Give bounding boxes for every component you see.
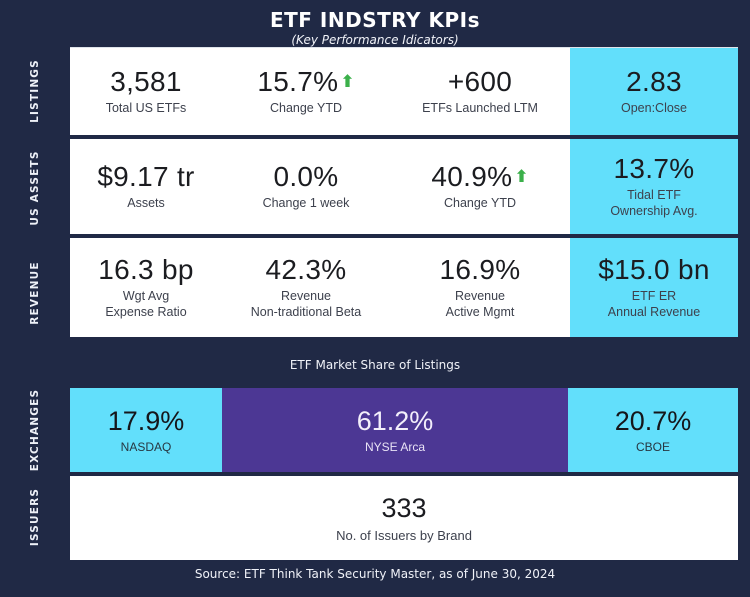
kpi-label: Open:Close: [620, 101, 687, 116]
kpi-cell-assets: $9.17 tr Assets: [70, 139, 222, 234]
kpi-cell-tidal-etf-ownership: 13.7% Tidal ETF Ownership Avg.: [570, 139, 738, 234]
segment-value: 20.7%: [614, 406, 692, 436]
kpi-cell-etfs-launched-ltm: +600 ETFs Launched LTM: [390, 48, 570, 135]
kpi-label: Change YTD: [269, 101, 343, 116]
share-segment-nasdaq: 17.9% NASDAQ: [70, 388, 222, 472]
share-segment-cboe: 20.7% CBOE: [568, 388, 738, 472]
issuers-value: 333: [381, 493, 427, 523]
kpi-value: +600: [447, 66, 513, 98]
kpi-value: 40.9%: [431, 161, 513, 193]
market-share-bar: 17.9% NASDAQ 61.2% NYSE Arca 20.7% CBOE: [70, 388, 738, 472]
kpi-table: 3,581 Total US ETFs 15.7% ⬆ Change YTD +…: [70, 47, 738, 337]
kpi-value: 16.9%: [439, 254, 521, 286]
kpi-label: Total US ETFs: [105, 101, 187, 116]
source-note: Source: ETF Think Tank Security Master, …: [194, 567, 556, 581]
segment-label: NASDAQ: [120, 440, 172, 454]
kpi-value: 0.0%: [273, 161, 339, 193]
kpi-value: 13.7%: [613, 153, 695, 185]
kpi-cell-wgt-avg-expense-ratio: 16.3 bp Wgt Avg Expense Ratio: [70, 238, 222, 337]
segment-value: 17.9%: [107, 406, 185, 436]
kpi-value: 3,581: [110, 66, 182, 98]
kpi-label: Revenue Non-traditional Beta: [250, 289, 362, 319]
kpi-row-us-assets: $9.17 tr Assets 0.0% Change 1 week 40.9%…: [70, 135, 738, 234]
kpi-label: Revenue Active Mgmt: [445, 289, 515, 319]
market-share-title: ETF Market Share of Listings: [289, 358, 461, 372]
kpi-cell-revenue-active-mgmt: 16.9% Revenue Active Mgmt: [390, 238, 570, 337]
kpi-row-revenue: 16.3 bp Wgt Avg Expense Ratio 42.3% Reve…: [70, 234, 738, 337]
segment-label: NYSE Arca: [364, 440, 426, 454]
kpi-row-listings: 3,581 Total US ETFs 15.7% ⬆ Change YTD +…: [70, 48, 738, 135]
issuers-card: 333 No. of Issuers by Brand: [70, 476, 738, 560]
kpi-label: ETF ER Annual Revenue: [607, 289, 701, 319]
kpi-value: $9.17 tr: [97, 161, 195, 193]
share-segment-nyse-arca: 61.2% NYSE Arca: [222, 388, 568, 472]
kpi-cell-open-close: 2.83 Open:Close: [570, 48, 738, 135]
up-arrow-icon: ⬆: [514, 166, 529, 187]
side-label-revenue: REVENUE: [29, 261, 41, 325]
kpi-value: 15.7%: [257, 66, 339, 98]
kpi-value: 2.83: [626, 66, 682, 98]
up-arrow-icon: ⬆: [340, 71, 355, 92]
page-subtitle: (Key Performance Idicators): [291, 33, 459, 47]
segment-label: CBOE: [635, 440, 670, 454]
kpi-value: 42.3%: [265, 254, 347, 286]
kpi-cell-change-ytd-listings: 15.7% ⬆ Change YTD: [222, 48, 390, 135]
page-title: ETF INDSTRY KPIs: [269, 8, 480, 32]
kpi-label: Assets: [127, 196, 165, 211]
kpi-value: $15.0 bn: [598, 254, 710, 286]
kpi-cell-revenue-nontraditional-beta: 42.3% Revenue Non-traditional Beta: [222, 238, 390, 337]
kpi-label: Change 1 week: [262, 196, 350, 211]
kpi-label: ETFs Launched LTM: [422, 101, 538, 116]
kpi-label: Wgt Avg Expense Ratio: [105, 289, 187, 319]
kpi-label: Tidal ETF Ownership Avg.: [610, 188, 698, 218]
segment-value: 61.2%: [356, 406, 434, 436]
kpi-cell-change-ytd-assets: 40.9% ⬆ Change YTD: [390, 139, 570, 234]
kpi-label: Change YTD: [443, 196, 517, 211]
kpi-cell-total-us-etfs: 3,581 Total US ETFs: [70, 48, 222, 135]
kpi-cell-etf-er-annual-revenue: $15.0 bn ETF ER Annual Revenue: [570, 238, 738, 337]
kpi-cell-change-1-week: 0.0% Change 1 week: [222, 139, 390, 234]
kpi-value: 16.3 bp: [98, 254, 194, 286]
issuers-label: No. of Issuers by Brand: [336, 528, 472, 543]
